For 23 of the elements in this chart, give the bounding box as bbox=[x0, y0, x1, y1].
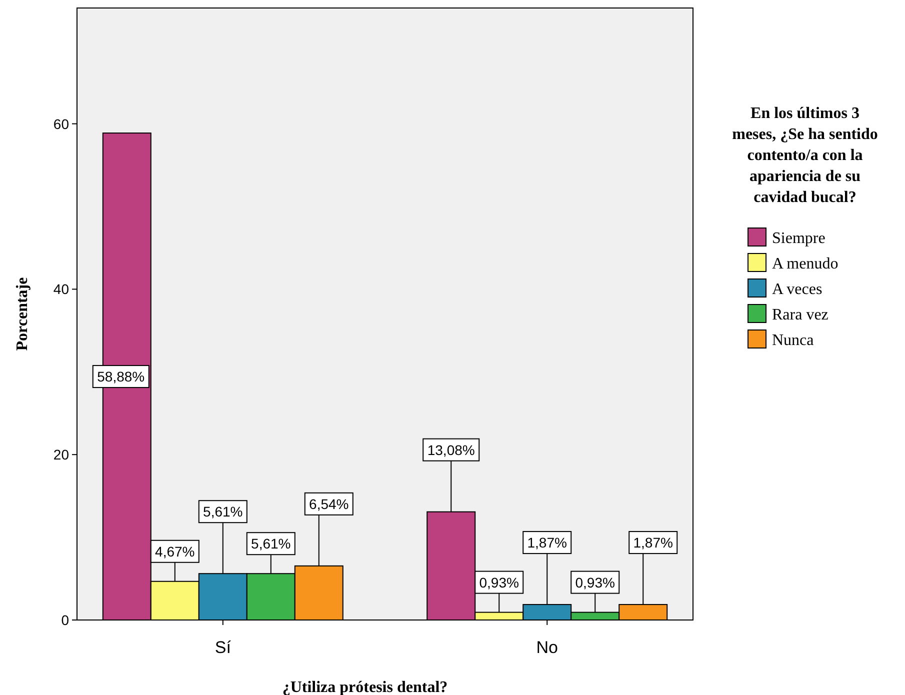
x-tick-label: No bbox=[536, 638, 558, 657]
data-label: 4,67% bbox=[155, 543, 195, 560]
legend-label: Nunca bbox=[772, 332, 814, 349]
legend-label: Rara vez bbox=[772, 306, 828, 324]
data-label: 13,08% bbox=[427, 442, 475, 458]
legend-label: A veces bbox=[772, 281, 822, 298]
data-label: 5,61% bbox=[251, 536, 291, 552]
legend-label: A menudo bbox=[772, 256, 838, 272]
legend-title: En los últimos 3 meses, ¿Se ha sentido contento/a con la apariencia de su cavidad bucal? bbox=[732, 105, 878, 206]
data-label: 1,87% bbox=[633, 534, 673, 551]
y-tick-label: 40 bbox=[53, 281, 70, 298]
data-label: 58,88% bbox=[97, 368, 145, 385]
data-label: 1,87% bbox=[527, 534, 567, 551]
x-tick-label: Sí bbox=[214, 638, 232, 657]
data-label: 5,61% bbox=[203, 504, 243, 520]
legend-label: Siempre bbox=[772, 230, 826, 247]
y-tick-label: 60 bbox=[53, 116, 70, 132]
data-label: 0,93% bbox=[479, 574, 519, 590]
data-label: 0,93% bbox=[575, 574, 615, 590]
y-tick-label: 20 bbox=[53, 446, 70, 463]
data-label: 6,54% bbox=[309, 496, 349, 512]
y-axis-title: Porcentaje bbox=[14, 277, 31, 351]
y-tick-label: 0 bbox=[61, 612, 70, 628]
